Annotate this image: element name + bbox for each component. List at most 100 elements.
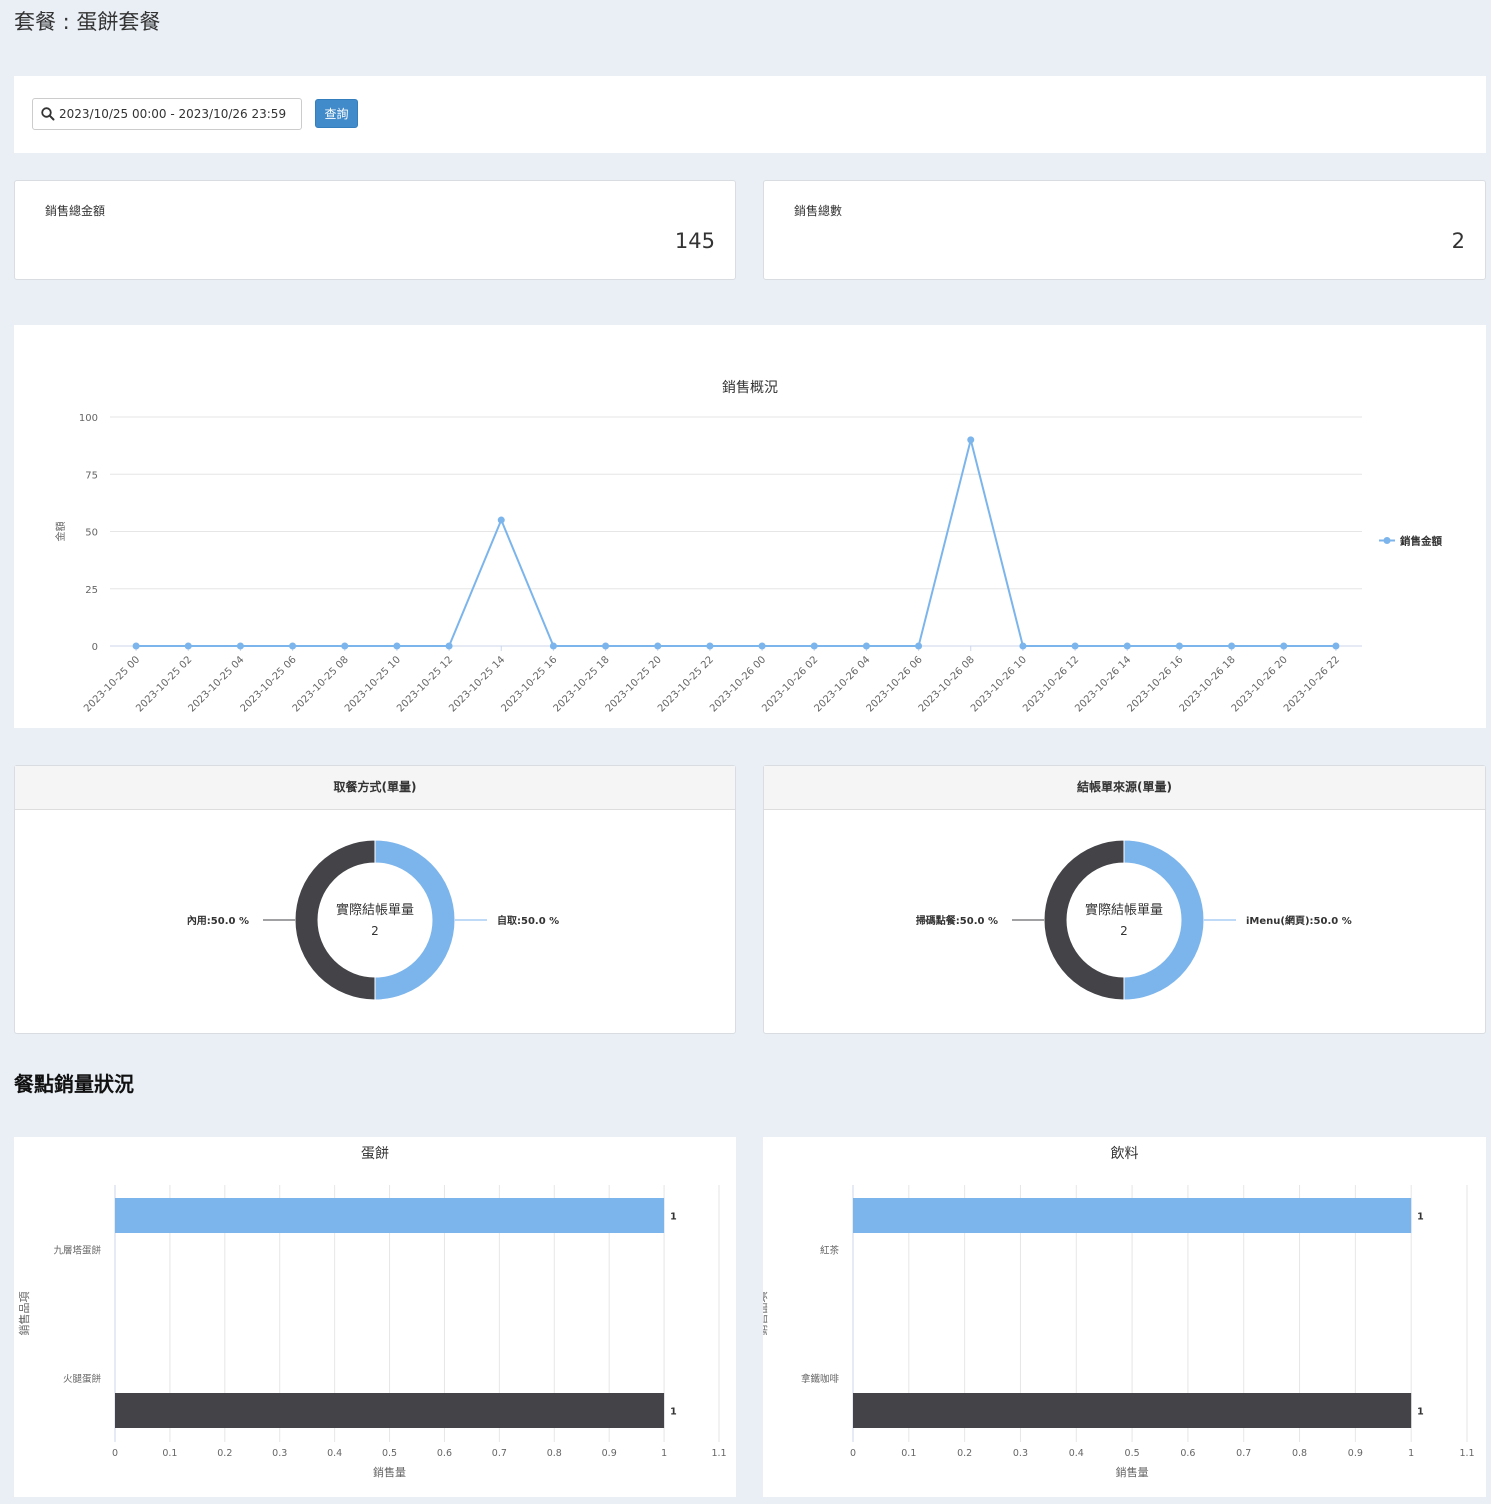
y-tick-label: 50 (85, 528, 98, 539)
x-tick-label: 0.2 (217, 1448, 232, 1459)
data-point (1071, 642, 1079, 650)
order-source-panel: 結帳單來源(單量) iMenu(網頁):50.0 % 掃碼點餐:50.0 % 實際結… (763, 765, 1486, 1034)
bar (115, 1198, 665, 1233)
bar-data-label: 1 (670, 1212, 677, 1223)
bar-data-label: 1 (1417, 1407, 1424, 1418)
bar (853, 1198, 1412, 1233)
x-tick-label: 1.1 (1459, 1448, 1474, 1459)
slice-label: iMenu(網頁):50.0 % (1246, 914, 1352, 927)
x-tick-label: 0 (850, 1448, 856, 1459)
donut-center-value: 2 (371, 924, 379, 938)
search-icon (41, 107, 55, 121)
chart-title: 銷售概況 (722, 380, 778, 396)
x-tick-label: 2023-10-26 14 (1073, 654, 1133, 714)
total-count-label: 銷售總數 (794, 204, 843, 218)
category-label: 火腿蛋餅 (63, 1373, 102, 1385)
y-axis-label: 金額 (54, 522, 67, 542)
date-range-field[interactable] (32, 98, 302, 130)
y-axis-label: 銷售品項 (17, 1292, 31, 1336)
x-tick-label: 2023-10-26 00 (708, 654, 768, 714)
x-tick-label: 0.7 (1236, 1448, 1251, 1459)
slice-label: 自取:50.0 % (497, 914, 559, 927)
x-tick-label: 2023-10-25 10 (343, 654, 403, 714)
data-point (758, 642, 766, 650)
x-tick-label: 2023-10-25 12 (395, 654, 455, 714)
x-tick-label: 0 (112, 1448, 118, 1459)
y-axis-label: 銷售品項 (763, 1292, 769, 1336)
category-label: 九層塔蛋餅 (53, 1244, 101, 1256)
x-tick-label: 2023-10-25 14 (447, 654, 507, 714)
legend-symbol-marker (1383, 537, 1391, 544)
bar-data-label: 1 (1417, 1212, 1424, 1223)
data-point (706, 642, 714, 650)
query-button[interactable]: 查詢 (315, 99, 358, 128)
pickup-method-header: 取餐方式(單量) (15, 766, 735, 810)
date-range-input[interactable] (59, 103, 295, 125)
slice-label: 掃碼點餐:50.0 % (916, 914, 998, 927)
x-tick-label: 0.8 (547, 1448, 562, 1459)
data-point (967, 436, 975, 444)
x-tick-label: 2023-10-26 12 (1021, 654, 1081, 714)
x-tick-label: 0.6 (437, 1448, 452, 1459)
data-point (184, 642, 192, 650)
data-point (1228, 642, 1236, 650)
total-count-value: 2 (1451, 229, 1465, 253)
x-tick-label: 2023-10-26 16 (1125, 654, 1185, 714)
page-title: 套餐 : 蛋餅套餐 (14, 10, 161, 34)
data-point (1332, 642, 1340, 650)
order-source-header: 結帳單來源(單量) (764, 766, 1485, 810)
drinks-bar-chart: 飲料 0 0.1 0.2 0.3 0.4 0.5 0.6 0.7 0.8 0.9 1 1.1 1 紅茶 1 拿鐵… (755, 1146, 1475, 1479)
x-tick-label: 0.6 (1180, 1448, 1195, 1459)
x-tick-label: 0.5 (1125, 1448, 1140, 1459)
data-point (1280, 642, 1288, 650)
data-point (549, 642, 557, 650)
y-tick-label: 100 (79, 413, 98, 424)
total-amount-value: 145 (674, 229, 715, 253)
total-amount-card: 銷售總金額 145 (14, 180, 736, 280)
bar-chart-title: 飲料 (1111, 1146, 1139, 1162)
x-tick-label: 2023-10-25 00 (82, 654, 142, 714)
series-line (136, 439, 1336, 647)
bar (115, 1393, 665, 1428)
total-amount-label: 銷售總金額 (45, 204, 106, 218)
donut-slice (1123, 839, 1205, 1001)
x-tick-label: 0.3 (1013, 1448, 1028, 1459)
x-tick-label: 2023-10-25 04 (186, 654, 246, 714)
item-sales-section-title: 餐點銷量狀況 (14, 1072, 134, 1096)
slice-label: 內用:50.0 % (187, 914, 249, 927)
x-tick-label: 2023-10-25 18 (552, 654, 612, 714)
donut-center-label: 實際結帳單量 (336, 902, 414, 918)
x-tick-label: 0.9 (602, 1448, 617, 1459)
x-tick-label: 2023-10-26 08 (917, 654, 977, 714)
category-label: 紅茶 (820, 1244, 840, 1256)
x-tick-label: 0.2 (957, 1448, 972, 1459)
drinks-bar-panel: 飲料 0 0.1 0.2 0.3 0.4 0.5 0.6 0.7 0.8 0.9 1 1.1 1 紅茶 1 拿鐵… (755, 1137, 1486, 1497)
x-tick-label: 2023-10-25 16 (499, 654, 559, 714)
total-count-card: 銷售總數 2 (763, 180, 1486, 280)
y-tick-label: 0 (92, 642, 98, 653)
data-point (862, 642, 870, 650)
x-tick-label: 0.8 (1292, 1448, 1307, 1459)
x-tick-label: 2023-10-25 22 (656, 654, 716, 714)
donut-center-label: 實際結帳單量 (1085, 902, 1163, 918)
data-point (1019, 642, 1027, 650)
data-point (810, 642, 818, 650)
x-tick-label: 2023-10-26 20 (1230, 654, 1290, 714)
y-tick-label: 75 (85, 470, 98, 481)
x-tick-label: 2023-10-26 22 (1282, 654, 1342, 714)
donut-slice (1043, 839, 1125, 1001)
data-point (602, 642, 610, 650)
bar-chart-title: 蛋餅 (361, 1145, 389, 1162)
y-tick-label: 25 (85, 585, 98, 596)
x-tick-label: 2023-10-26 02 (760, 654, 820, 714)
data-point (132, 642, 140, 650)
x-tick-label: 0.4 (1069, 1448, 1084, 1459)
egg-pancake-bar-panel: 蛋餅 0 0.1 0.2 0.3 0.4 0.5 0.6 0.7 0.8 0.9 1 1.1 1 九層塔蛋餅… (14, 1137, 736, 1497)
x-axis-label: 銷售量 (1116, 1465, 1149, 1479)
donut-slice (294, 839, 376, 1001)
x-tick-label: 2023-10-25 08 (291, 654, 351, 714)
donut-center-value: 2 (1120, 924, 1128, 938)
x-tick-label: 2023-10-26 10 (969, 654, 1029, 714)
data-point (1123, 642, 1131, 650)
data-point (341, 642, 349, 650)
